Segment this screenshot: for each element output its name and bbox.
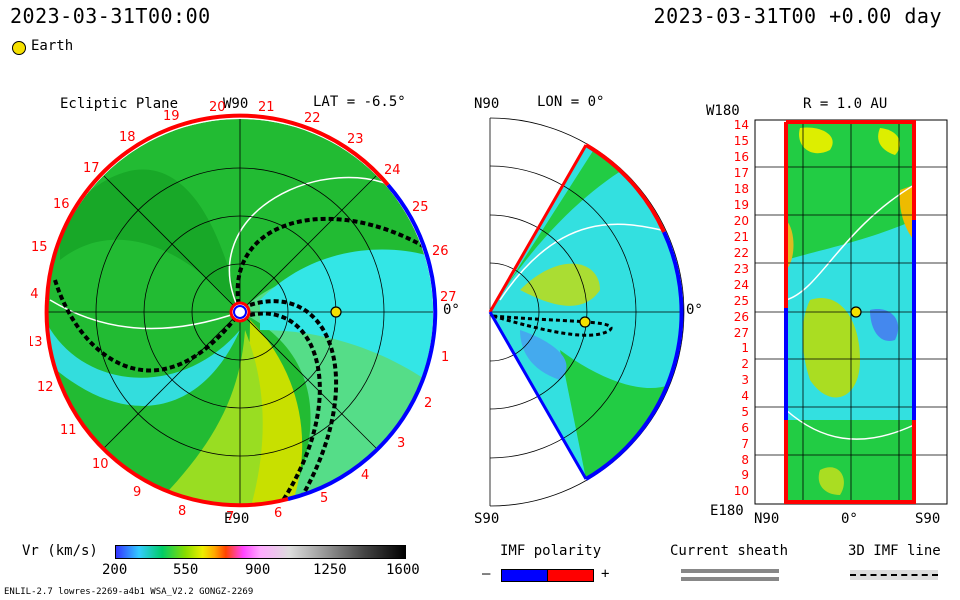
svg-text:12: 12 [37, 380, 54, 395]
svg-text:24: 24 [384, 163, 401, 178]
s90-label: S90 [474, 511, 500, 527]
svg-text:17: 17 [83, 161, 100, 176]
radius-label: R = 1.0 AU [803, 96, 888, 112]
svg-text:15: 15 [31, 240, 48, 255]
colorbar-tick-900: 900 [245, 562, 271, 578]
carrington-labels-red: 19 20 21 22 23 24 18 17 16 15 14 13 12 11 10 9 8 7 6 [30, 100, 401, 520]
imf-negative-swatch [501, 569, 548, 582]
svg-text:2: 2 [741, 357, 749, 371]
svg-text:6: 6 [274, 506, 282, 520]
colorbar-tick-1250: 1250 [313, 562, 347, 578]
svg-text:1: 1 [441, 350, 449, 365]
earth-legend-label: Earth [31, 38, 74, 54]
current-sheath-title: Current sheath [670, 543, 789, 559]
svg-text:7: 7 [226, 510, 234, 520]
svg-text:3: 3 [741, 373, 749, 387]
timestamp-left: 2023-03-31T00:00 [10, 4, 211, 28]
lat-label: LAT = -6.5° [313, 94, 406, 110]
current-sheath-line-2 [681, 577, 779, 581]
svg-text:23: 23 [347, 132, 364, 147]
model-info-footer: ENLIL-2.7 lowres-2269-a4b1 WSA_V2.2 GONG… [4, 587, 254, 597]
svg-text:7: 7 [741, 437, 749, 451]
earth-marker-icon [12, 41, 26, 55]
svg-text:25: 25 [734, 294, 749, 308]
svg-text:22: 22 [304, 111, 321, 126]
imf-minus-label: – [482, 566, 491, 582]
svg-text:8: 8 [178, 504, 186, 519]
svg-text:24: 24 [734, 278, 749, 292]
svg-text:18: 18 [734, 182, 749, 196]
svg-text:9: 9 [133, 485, 141, 500]
svg-text:18: 18 [119, 130, 136, 145]
svg-text:16: 16 [53, 197, 70, 212]
svg-text:4: 4 [361, 468, 369, 483]
svg-text:25: 25 [412, 200, 429, 215]
svg-text:11: 11 [60, 423, 77, 438]
lon-label: LON = 0° [537, 94, 605, 110]
svg-text:3: 3 [397, 436, 405, 451]
svg-text:21: 21 [734, 230, 749, 244]
svg-text:13: 13 [30, 335, 43, 350]
svg-text:20: 20 [734, 214, 749, 228]
imf-positive-swatch [547, 569, 594, 582]
colorbar-tick-550: 550 [173, 562, 199, 578]
colorbar-tick-200: 200 [102, 562, 128, 578]
e90-label: E90 [224, 511, 250, 527]
svg-text:16: 16 [734, 150, 749, 164]
x-label-zero: 0° [841, 511, 858, 527]
svg-text:14: 14 [30, 287, 39, 302]
svg-text:1: 1 [741, 341, 749, 355]
w180-label: W180 [706, 103, 740, 119]
colorbar-tick-1600: 1600 [386, 562, 420, 578]
n90-label: N90 [474, 96, 500, 112]
svg-text:2: 2 [424, 396, 432, 411]
timestamp-right: 2023-03-31T00 +0.00 day [653, 4, 942, 28]
imf-plus-label: + [601, 566, 610, 582]
svg-text:5: 5 [320, 491, 328, 506]
svg-text:6: 6 [741, 421, 749, 435]
svg-text:27: 27 [440, 290, 457, 305]
svg-text:17: 17 [734, 166, 749, 180]
carrington-labels-blue-side: 25 26 27 1 2 3 4 5 [320, 200, 457, 506]
ecliptic-title: Ecliptic Plane [60, 96, 179, 112]
svg-text:15: 15 [734, 134, 749, 148]
svg-text:10: 10 [734, 484, 749, 498]
x-label-s90: S90 [915, 511, 941, 527]
svg-text:19: 19 [163, 109, 180, 124]
svg-text:9: 9 [741, 468, 749, 482]
svg-text:5: 5 [741, 405, 749, 419]
colorbar-label: Vr (km/s) [22, 543, 98, 559]
svg-text:10: 10 [92, 457, 109, 472]
svg-text:21: 21 [258, 100, 275, 115]
velocity-colorbar [115, 545, 406, 559]
svg-text:22: 22 [734, 246, 749, 260]
svg-text:27: 27 [734, 326, 749, 340]
earth-position-meridional [579, 316, 591, 328]
svg-text:19: 19 [734, 198, 749, 212]
svg-text:26: 26 [734, 310, 749, 324]
earth-position-ecliptic [330, 306, 342, 318]
imf-polarity-title: IMF polarity [500, 543, 602, 559]
svg-text:4: 4 [741, 389, 749, 403]
meridional-plane-map [488, 117, 685, 507]
imf-line-dashes [850, 574, 938, 576]
w90-label: W90 [223, 96, 249, 112]
current-sheath-line-1 [681, 569, 779, 573]
svg-text:14: 14 [734, 118, 749, 132]
svg-text:8: 8 [741, 453, 749, 467]
meridional-zero-label: 0° [686, 302, 703, 318]
x-label-n90: N90 [754, 511, 780, 527]
svg-text:23: 23 [734, 262, 749, 276]
earth-position-latlon [850, 306, 862, 318]
e180-label: E180 [710, 503, 744, 519]
svg-text:20: 20 [209, 100, 226, 115]
svg-text:26: 26 [432, 244, 449, 259]
imf-line-title: 3D IMF line [848, 543, 941, 559]
ecliptic-zero-label: 0° [443, 302, 460, 318]
